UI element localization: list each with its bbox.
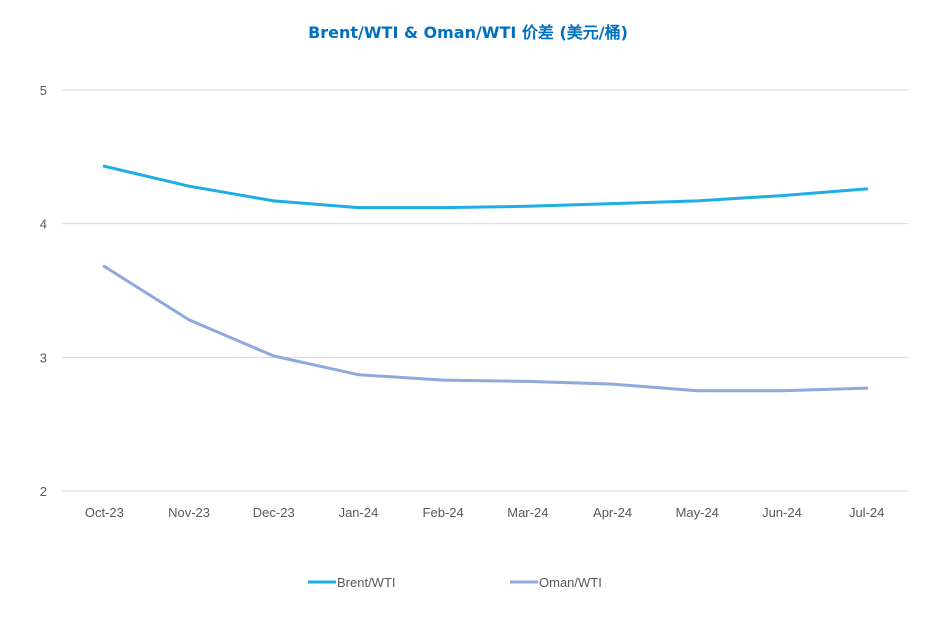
data-point: [272, 199, 276, 203]
x-tick-label: Jun-24: [762, 505, 802, 520]
data-point: [780, 389, 784, 393]
chart-title: Brent/WTI & Oman/WTI 价差 (美元/桶): [308, 23, 628, 42]
x-tick-label: Feb-24: [423, 505, 464, 520]
x-tick-label: Mar-24: [507, 505, 548, 520]
gridlines: [62, 89, 909, 492]
data-point: [356, 373, 360, 377]
data-point: [695, 389, 699, 393]
series-line-brent-wti: [102, 164, 869, 210]
legend-label: Oman/WTI: [539, 575, 602, 590]
data-point: [272, 354, 276, 358]
x-tick-label: Jul-24: [849, 505, 884, 520]
data-point: [356, 206, 360, 210]
series-lines: [102, 164, 869, 393]
data-point: [780, 194, 784, 198]
x-tick-label: Nov-23: [168, 505, 210, 520]
x-tick-label: May-24: [676, 505, 719, 520]
data-point: [865, 386, 869, 390]
data-point: [441, 378, 445, 382]
x-tick-label: Dec-23: [253, 505, 295, 520]
x-tick-label: Oct-23: [85, 505, 124, 520]
data-point: [102, 264, 106, 268]
data-point: [695, 199, 699, 203]
data-point: [611, 382, 615, 386]
data-point: [187, 184, 191, 188]
data-point: [865, 187, 869, 191]
data-point: [102, 164, 106, 168]
data-point: [526, 204, 530, 208]
y-tick-label: 4: [40, 217, 47, 232]
series-line-oman-wti: [102, 264, 869, 393]
axes: 2 3 4 5 Oct-23 Nov-23 Dec-23 Jan-24 Feb-24 Mar-24…: [40, 83, 885, 520]
y-tick-label: 2: [40, 484, 47, 499]
data-point: [611, 202, 615, 206]
legend: Brent/WTI Oman/WTI: [308, 575, 602, 590]
data-point: [441, 206, 445, 210]
x-tick-label: Jan-24: [339, 505, 379, 520]
data-point: [187, 318, 191, 322]
x-tick-label: Apr-24: [593, 505, 632, 520]
data-point: [526, 379, 530, 383]
y-tick-label: 3: [40, 350, 47, 365]
y-tick-label: 5: [40, 83, 47, 98]
legend-label: Brent/WTI: [337, 575, 396, 590]
